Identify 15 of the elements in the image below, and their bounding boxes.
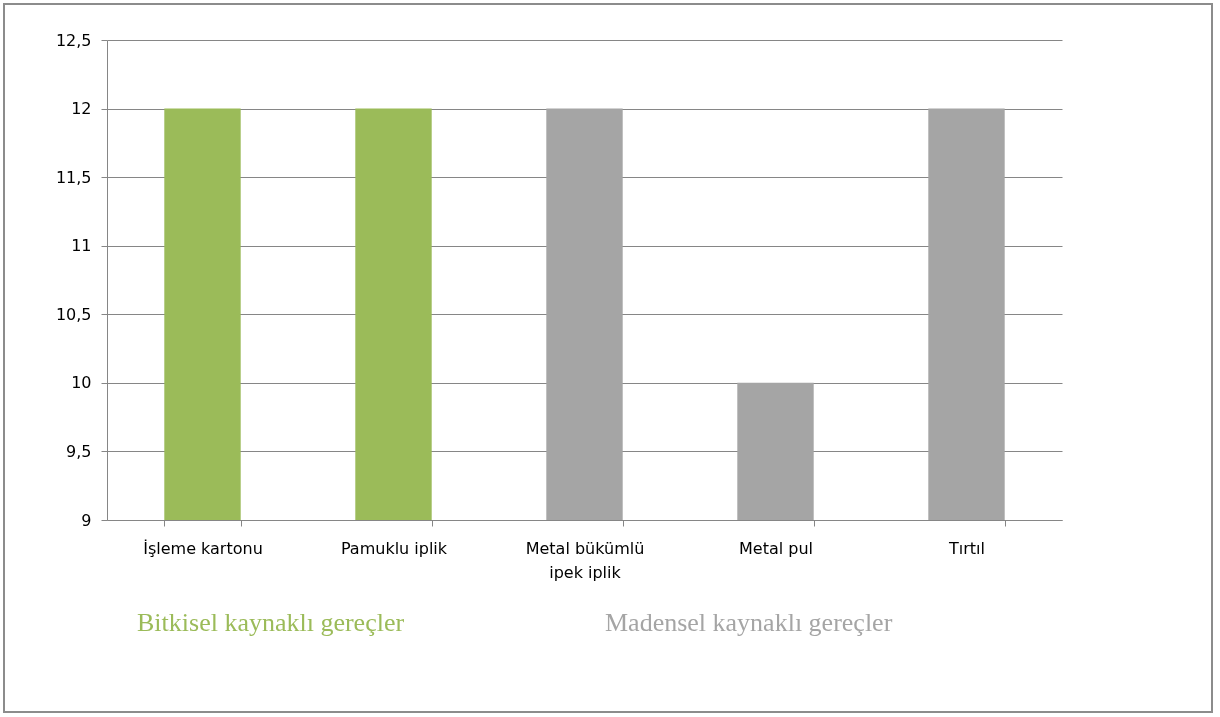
x-tick-label: Metal bükümlü ipek iplik (525, 538, 645, 582)
y-tick-label: 11,5 (55, 167, 92, 187)
text: Madensel kaynaklı gereçler (605, 608, 893, 637)
y-tick-label: 10,5 (55, 304, 92, 324)
y-tick-label: 9 (81, 510, 92, 530)
x-tick-label: Tırtıl (948, 538, 985, 558)
y-tick-label: 12,5 (55, 30, 92, 50)
y-tick-label: 9,5 (66, 441, 92, 461)
x-tick-label: Metal pul (739, 538, 813, 558)
x-tick-label: Pamuklu iplik (340, 538, 448, 558)
text: Bitkisel kaynaklı gereçler (137, 608, 405, 637)
x-tick-label: İşleme kartonu (143, 538, 263, 558)
y-tick-label: 12 (71, 99, 92, 119)
y-tick-label: 11 (71, 236, 92, 256)
y-tick-label: 10 (71, 373, 92, 393)
